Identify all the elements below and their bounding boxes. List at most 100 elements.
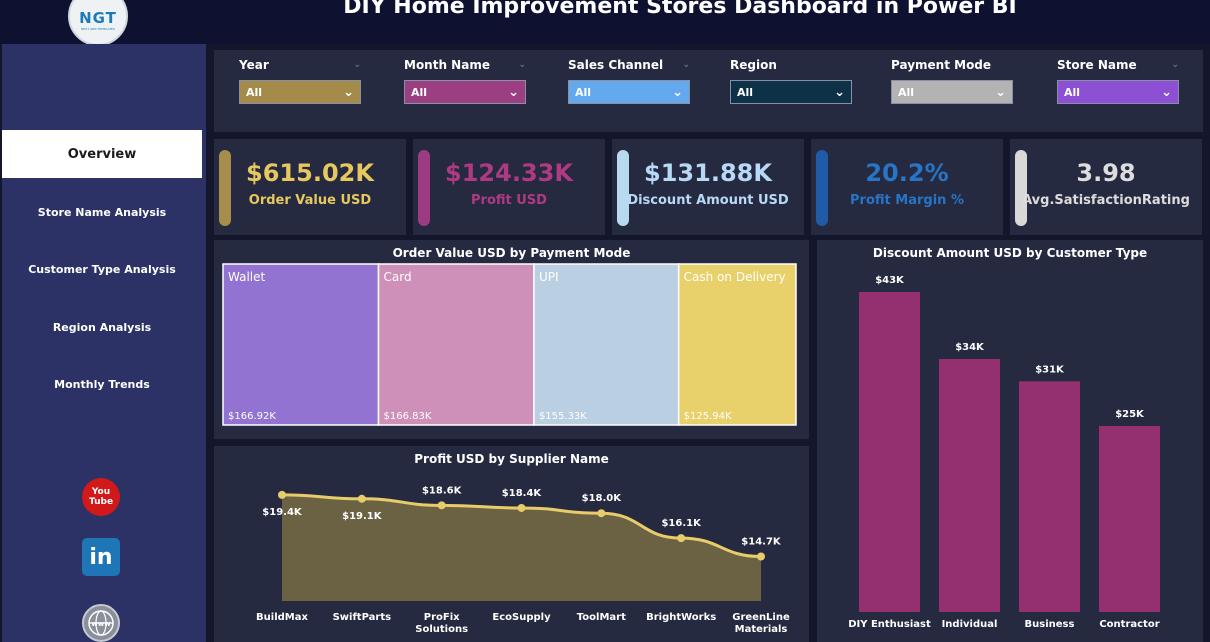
filter-region-select[interactable]: All ⌄: [730, 80, 852, 104]
bar-x-tick-label: Individual: [942, 619, 998, 630]
youtube-icon-text: You Tube: [88, 487, 114, 507]
kpi-value: $131.88K: [644, 159, 772, 187]
area-chart-title: Profit USD by Supplier Name: [414, 452, 609, 466]
chevron-down-icon[interactable]: ⌄: [1171, 60, 1179, 70]
treemap-chart: Wallet $166.92K Card $166.83K UPI $155.33K Cas…: [222, 263, 797, 426]
bar-contractor[interactable]: [1099, 425, 1160, 612]
kpi-value: 3.98: [1076, 159, 1136, 187]
area-x-tick-label: ProFix: [424, 612, 460, 623]
filter-payment-mode-label: Payment Mode: [891, 58, 992, 72]
area-data-label: $18.0K: [582, 493, 623, 504]
chevron-down-icon: ⌄: [1161, 84, 1172, 100]
filter-store-name-select[interactable]: All ⌄: [1057, 80, 1179, 104]
filter-year-label: Year: [239, 58, 269, 72]
nav-item-store-name-analysis[interactable]: Store Name Analysis: [37, 205, 167, 219]
bar-individual[interactable]: [939, 358, 1000, 612]
linkedin-icon-text: in: [89, 544, 113, 570]
sidebar: Overview Store Name Analysis Customer Ty…: [2, 44, 206, 642]
area-data-label: $19.1K: [342, 511, 383, 522]
bar-chart-title: Discount Amount USD by Customer Type: [872, 246, 1148, 260]
chevron-down-icon: ⌄: [995, 84, 1006, 100]
chevron-down-icon[interactable]: ⌄: [353, 60, 361, 70]
globe-icon-graphic: www: [88, 610, 114, 636]
filter-sales-channel-label: Sales Channel: [568, 58, 664, 72]
filter-payment-mode-select[interactable]: All ⌄: [891, 80, 1013, 104]
filter-sales-channel: Sales Channel ⌄ All ⌄: [568, 56, 690, 104]
area-data-label: $16.1K: [661, 518, 702, 529]
filter-month-name-value: All: [411, 85, 428, 99]
kpi-label: Avg.SatisfactionRating: [1022, 193, 1190, 208]
linkedin-icon[interactable]: in: [82, 538, 120, 576]
area-x-tick-label: GreenLine: [732, 612, 790, 623]
filter-bar: Year ⌄ All ⌄ Month Name ⌄ All ⌄ Sales Channe…: [214, 50, 1203, 132]
filter-year-select[interactable]: All ⌄: [239, 80, 361, 104]
area-x-tick-label: ToolMart: [577, 612, 626, 623]
area-point-toolmart[interactable]: [597, 509, 606, 518]
area-x-tick-label: SwiftParts: [333, 612, 392, 623]
area-point-swiftparts[interactable]: [357, 494, 366, 503]
treemap-tile-label: Cash on Delivery: [684, 270, 786, 284]
filter-region-label: Region: [730, 58, 777, 72]
treemap-tile-wallet[interactable]: [222, 263, 380, 426]
treemap-panel: Order Value USD by Payment Mode Wallet $1…: [214, 240, 809, 439]
treemap-tile-upi[interactable]: [533, 263, 680, 426]
youtube-icon[interactable]: You Tube: [82, 478, 120, 516]
area-x-tick-label: Materials: [735, 624, 788, 635]
chevron-down-icon: ⌄: [834, 84, 845, 100]
area-x-tick-label: EcoSupply: [492, 612, 551, 623]
area-data-label: $18.4K: [502, 488, 543, 499]
area-chart: $19.4K BuildMax $19.1K SwiftParts $18.6K ProF…: [256, 485, 790, 635]
filter-payment-mode-value: All: [898, 85, 915, 99]
kpi-label: Profit USD: [471, 193, 547, 208]
filter-year: Year ⌄ All ⌄: [239, 56, 361, 104]
kpi-label: Discount Amount USD: [627, 193, 789, 208]
bar-x-tick-label: Contractor: [1099, 619, 1159, 630]
kpi-label: Profit Margin %: [850, 193, 964, 208]
nav-item-customer-type-analysis[interactable]: Customer Type Analysis: [28, 262, 176, 276]
treemap-tile-label: UPI: [539, 270, 559, 284]
bar-chart: $43K DIY Enthusiast $34K Individual $31K Busi…: [848, 275, 1160, 630]
globe-icon-text: www: [91, 620, 111, 628]
treemap-tile-value: $166.92K: [228, 411, 276, 422]
nav-item-monthly-trends[interactable]: Monthly Trends: [54, 377, 150, 391]
filter-sales-channel-select[interactable]: All ⌄: [568, 80, 690, 104]
chevron-down-icon: ⌄: [508, 84, 519, 100]
logo: NGT NEXT GEN TEMPLATES: [68, 0, 128, 46]
bar-business[interactable]: [1019, 381, 1080, 612]
kpi-card-satisfaction: 3.98 Avg.SatisfactionRating: [1010, 139, 1202, 235]
filter-store-name-value: All: [1064, 85, 1081, 99]
kpi-accent-pill: [617, 150, 629, 226]
nav-item-region-analysis[interactable]: Region Analysis: [52, 320, 152, 334]
logo-subtext: NEXT GEN TEMPLATES: [81, 27, 115, 31]
chevron-down-icon[interactable]: ⌄: [518, 60, 526, 70]
area-chart-panel: Profit USD by Supplier Name $19.4K BuildM…: [214, 446, 809, 642]
bar-data-label: $43K: [875, 275, 905, 286]
filter-region-value: All: [737, 85, 754, 99]
filter-month-name: Month Name ⌄ All ⌄: [404, 56, 526, 104]
chevron-down-icon: ⌄: [672, 84, 683, 100]
bar-chart-panel: Discount Amount USD by Customer Type $43…: [817, 240, 1203, 642]
bar-x-tick-label: DIY Enthusiast: [848, 619, 931, 630]
treemap-tile-value: $155.33K: [539, 411, 587, 422]
bar-diy-enthusiast[interactable]: [859, 292, 920, 612]
kpi-card-profit: $124.33K Profit USD: [413, 139, 605, 235]
area-point-profix-solutions[interactable]: [437, 501, 446, 510]
filter-sales-channel-value: All: [575, 85, 592, 99]
treemap-tile-card[interactable]: [377, 263, 535, 426]
filter-month-name-select[interactable]: All ⌄: [404, 80, 526, 104]
chevron-down-icon[interactable]: ⌄: [682, 60, 690, 70]
area-fill: [282, 494, 761, 601]
kpi-accent-pill: [418, 150, 430, 226]
kpi-value: $124.33K: [445, 159, 573, 187]
filter-store-name: Store Name ⌄ All ⌄: [1057, 56, 1179, 104]
area-x-tick-label: Solutions: [415, 624, 468, 635]
treemap-tile-cash-on-delivery[interactable]: [677, 263, 797, 426]
bar-data-label: $31K: [1035, 364, 1065, 375]
area-point-brightworks[interactable]: [677, 534, 686, 543]
area-data-label: $19.4K: [262, 507, 303, 518]
area-point-buildmax[interactable]: [278, 490, 286, 499]
area-point-ecosupply[interactable]: [517, 503, 526, 512]
globe-icon[interactable]: www: [82, 604, 120, 642]
nav-item-overview[interactable]: Overview: [2, 130, 202, 178]
area-point-greenline-materials[interactable]: [757, 552, 765, 561]
